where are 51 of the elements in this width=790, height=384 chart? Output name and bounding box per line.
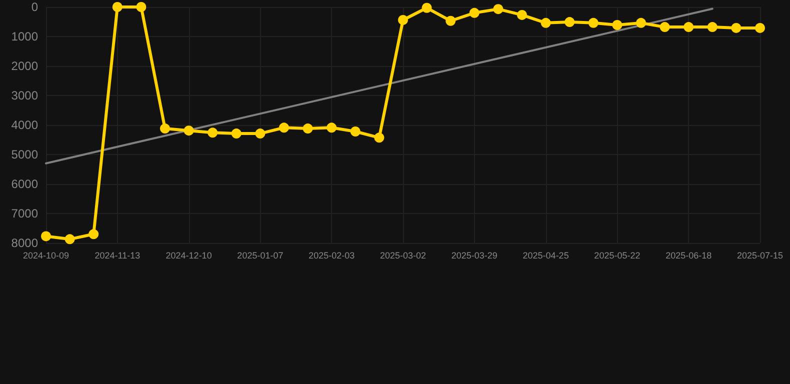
point bbox=[755, 22, 765, 33]
point bbox=[302, 124, 313, 134]
point bbox=[88, 229, 99, 240]
point bbox=[112, 2, 122, 12]
point bbox=[684, 22, 694, 32]
point bbox=[469, 8, 480, 18]
y-tick-label: 0 bbox=[31, 0, 38, 14]
point bbox=[517, 10, 527, 20]
point bbox=[208, 128, 218, 138]
point bbox=[540, 18, 551, 28]
y-tick-label: 4000 bbox=[11, 118, 38, 132]
y-tick-label: 2000 bbox=[11, 59, 38, 73]
x-tick-label: 2025-04-25 bbox=[522, 250, 569, 260]
point bbox=[612, 20, 622, 30]
x-tick-label: 2025-06-18 bbox=[666, 250, 712, 260]
x-tick-label: 2025-07-15 bbox=[736, 250, 784, 260]
point bbox=[255, 128, 266, 139]
point bbox=[160, 124, 170, 134]
point bbox=[422, 2, 432, 13]
point bbox=[184, 126, 194, 136]
point bbox=[564, 17, 575, 28]
point bbox=[707, 22, 718, 32]
point bbox=[446, 16, 456, 26]
point bbox=[374, 132, 384, 143]
point bbox=[731, 22, 742, 33]
point bbox=[588, 18, 598, 28]
x-tick-label: 2025-03-29 bbox=[451, 250, 498, 260]
point bbox=[636, 18, 646, 28]
x-tick-label: 2024-11-13 bbox=[94, 250, 140, 260]
x-tick-label: 2024-12-10 bbox=[166, 250, 212, 260]
y-tick-label: 3000 bbox=[11, 88, 38, 102]
x-tick-label: 2025-03-02 bbox=[380, 250, 426, 260]
point bbox=[350, 126, 360, 136]
point bbox=[136, 2, 146, 12]
y-tick-label: 7000 bbox=[11, 206, 38, 220]
point bbox=[279, 122, 289, 133]
point bbox=[41, 231, 51, 242]
point bbox=[64, 234, 75, 244]
x-tick-label: 2025-02-03 bbox=[308, 250, 355, 260]
x-tick-label: 2025-05-22 bbox=[594, 250, 640, 260]
point bbox=[398, 14, 408, 25]
y-tick-label: 1000 bbox=[11, 30, 38, 44]
y-tick-label: 8000 bbox=[11, 236, 38, 250]
x-tick-label: 2024-10-09 bbox=[22, 250, 70, 260]
point bbox=[493, 4, 504, 14]
y-tick-label: 5000 bbox=[11, 148, 38, 162]
point bbox=[660, 22, 670, 32]
y-tick-label: 6000 bbox=[11, 177, 38, 191]
point bbox=[326, 122, 337, 133]
x-tick-label: 2025-01-07 bbox=[237, 250, 284, 260]
point bbox=[231, 128, 242, 139]
